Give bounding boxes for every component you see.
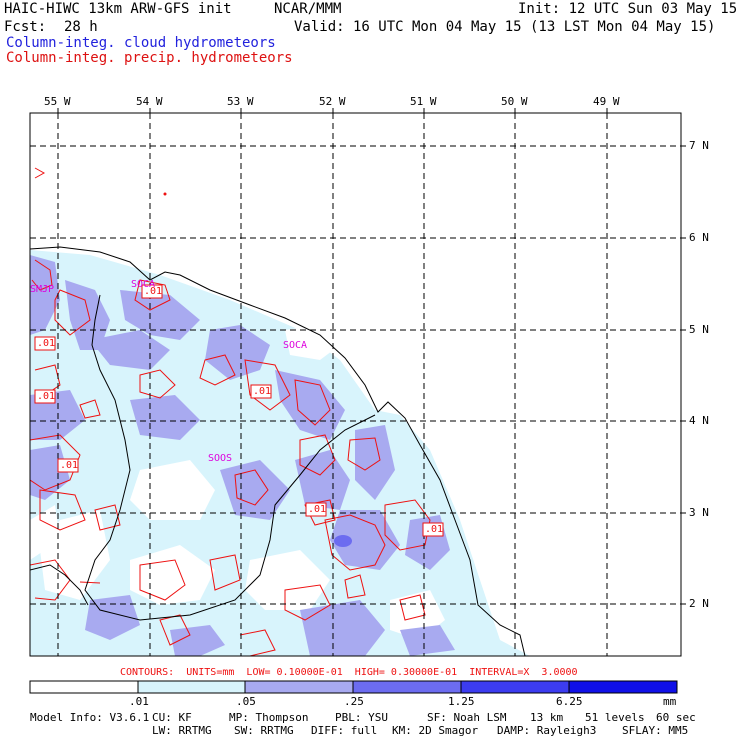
contour-label: .01 xyxy=(37,391,56,402)
lon-label: 49 W xyxy=(593,95,620,108)
model-info: PBL: YSU xyxy=(335,711,388,724)
station-label: SOCA xyxy=(131,279,156,290)
lon-label: 54 W xyxy=(136,95,163,108)
model-info: 51 levels xyxy=(585,711,645,724)
lon-label: 51 W xyxy=(410,95,437,108)
lon-label: 50 W xyxy=(501,95,528,108)
contour-label: .01 xyxy=(60,460,79,471)
colorbar-tick: 1.25 xyxy=(448,695,475,708)
model-info: MP: Thompson xyxy=(229,711,309,724)
lat-label: 3 N xyxy=(689,506,709,519)
lat-label: 7 N xyxy=(689,139,709,152)
model-info: CU: KF xyxy=(152,711,192,724)
station-label: SOCA xyxy=(283,340,308,351)
lat-label: 4 N xyxy=(689,414,709,427)
model-info: SFLAY: MM5 xyxy=(622,724,689,737)
forecast-label: Fcst: xyxy=(4,19,47,35)
top-ticks xyxy=(57,108,608,113)
colorbar-tick: 6.25 xyxy=(556,695,583,708)
colorbar-unit: mm xyxy=(663,695,677,708)
plot-title: HAIC-HIWC 13km ARW-GFS init xyxy=(4,1,232,17)
institution-label: NCAR/MMM xyxy=(274,1,342,17)
model-info: LW: RRTMG xyxy=(152,724,212,737)
contour-label-boxes xyxy=(34,284,444,537)
shade-lavender xyxy=(30,255,455,656)
contour-label: .01 xyxy=(308,504,327,515)
model-info: Model Info: V3.6.1 xyxy=(30,711,150,724)
contour-label: .01 xyxy=(253,386,272,397)
contour-label: .01 xyxy=(144,286,163,297)
init-time: Init: 12 UTC Sun 03 May 15 xyxy=(518,1,738,17)
field-precip-label: Column-integ. precip. hydrometeors xyxy=(6,50,293,66)
lon-label: 55 W xyxy=(44,95,71,108)
lon-label: 52 W xyxy=(319,95,346,108)
precip-dot xyxy=(163,192,167,196)
model-info: DAMP: Rayleigh3 xyxy=(497,724,597,737)
field-cloud-label: Column-integ. cloud hydrometeors xyxy=(6,35,276,51)
lon-label: 53 W xyxy=(227,95,254,108)
colorbar-tick: .01 xyxy=(129,695,149,708)
shade-mid-blue xyxy=(334,535,352,547)
contour-label: .01 xyxy=(425,524,444,535)
colorbar xyxy=(29,680,678,694)
model-info: SW: RRTMG xyxy=(234,724,294,737)
map-frame xyxy=(29,112,682,657)
contour-label: .01 xyxy=(37,338,56,349)
colorbar-tick: .25 xyxy=(344,695,364,708)
model-info: 13 km xyxy=(530,711,564,724)
lat-lon-grid xyxy=(30,113,681,656)
forecast-hour: 28 h xyxy=(64,19,98,35)
coastline xyxy=(30,246,526,656)
colorbar-tick: .05 xyxy=(236,695,256,708)
precip-mark xyxy=(34,167,46,179)
model-info: SF: Noah LSM xyxy=(427,711,507,724)
lat-label: 6 N xyxy=(689,231,709,244)
lat-label: 5 N xyxy=(689,323,709,336)
contour-info: CONTOURS: UNITS=mm LOW= 0.10000E-01 HIGH… xyxy=(120,667,578,678)
lat-label: 2 N xyxy=(689,597,709,610)
station-label: SOOS xyxy=(208,453,233,464)
model-info: 60 sec xyxy=(656,711,696,724)
model-info: KM: 2D Smagor xyxy=(392,724,479,737)
model-info: DIFF: full xyxy=(311,724,378,737)
valid-time: Valid: 16 UTC Mon 04 May 15 (13 LST Mon … xyxy=(294,19,716,35)
right-ticks xyxy=(681,145,686,605)
station-label: SMJP xyxy=(30,284,55,295)
